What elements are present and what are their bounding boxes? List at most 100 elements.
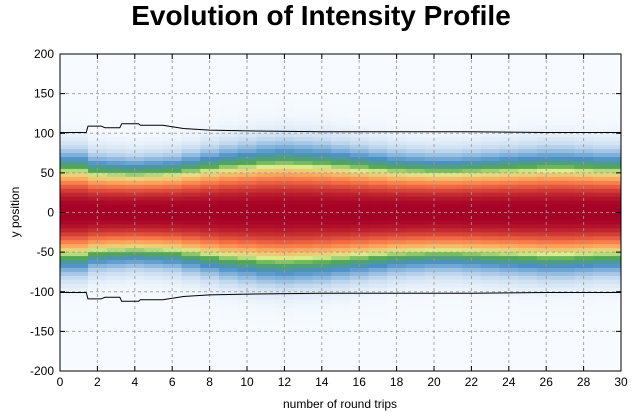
heatmap-cell [405,275,426,281]
heatmap-cell [69,287,89,293]
heatmap-cell [499,307,519,313]
heatmap-cell [405,367,426,372]
heatmap-cell [256,196,276,202]
heatmap-cell [144,89,164,95]
heatmap-cell [256,343,276,348]
heatmap-cell [368,105,388,110]
y-axis-label: y position [8,187,22,238]
heatmap-cell [125,129,145,134]
heatmap-cell [293,248,313,253]
upper-boundary-line [60,123,621,133]
heatmap-cell [218,157,239,162]
heatmap-cell [144,188,164,194]
heatmap-cell [424,176,444,182]
heatmap-cell [536,315,557,320]
heatmap-cell [88,109,108,114]
heatmap-cell [536,81,557,87]
heatmap-cell [387,85,407,91]
heatmap-cell [88,212,108,217]
heatmap-cell [162,121,183,126]
heatmap-cell [237,109,257,114]
heatmap-cell [312,157,332,162]
heatmap-cell [349,180,370,186]
heatmap-cell [480,335,500,340]
heatmap-cell [275,105,295,110]
heatmap-cell [181,77,201,83]
heatmap-cell [293,69,313,75]
heatmap-cell [443,172,463,178]
heatmap-cell [499,117,519,122]
heatmap-cell [443,224,463,229]
heatmap-cell [312,339,332,344]
heatmap-cell [181,303,201,309]
heatmap-cell [331,323,351,328]
heatmap-cell [462,61,482,67]
heatmap-cell [555,264,575,269]
heatmap-cell [60,133,70,138]
heatmap-cell [144,81,164,87]
heatmap-cell [368,291,388,297]
heatmap-cell [60,228,70,233]
heatmap-cell [331,331,351,336]
heatmap-cell [275,200,295,206]
heatmap-cell [293,367,313,372]
heatmap-cell [518,244,538,249]
heatmap-cell [349,355,370,360]
heatmap-cell [200,117,220,122]
heatmap-cell [592,212,613,217]
heatmap-cell [518,117,538,122]
heatmap-cell [536,327,557,332]
heatmap-cell [592,196,613,202]
heatmap-cell [88,180,108,186]
heatmap-cell [162,153,183,158]
heatmap-cell [405,359,426,364]
heatmap-cell [331,73,351,79]
heatmap-cell [368,54,388,59]
heatmap-cell [518,180,538,186]
heatmap-cell [592,307,613,313]
heatmap-cell [555,65,575,71]
heatmap-cell [518,81,538,87]
heatmap-cell [536,180,557,186]
heatmap-cell [125,97,145,103]
x-tick-label: 16 [353,375,367,389]
heatmap-cell [237,355,257,360]
heatmap-cell [405,196,426,202]
heatmap-cell [293,172,313,178]
heatmap-cell [200,295,220,301]
heatmap-cell [331,279,351,285]
heatmap-cell [405,85,426,91]
heatmap-cell [144,85,164,91]
heatmap-cell [275,271,295,277]
heatmap-cell [181,228,201,233]
heatmap-cell [574,153,594,158]
heatmap-cell [405,347,426,352]
heatmap-cell [293,275,313,281]
heatmap-cell [237,331,257,336]
heatmap-cell [405,323,426,328]
heatmap-cell [462,85,482,91]
heatmap-cell [480,339,500,344]
heatmap-cell [162,168,183,174]
heatmap-cell [200,331,220,336]
heatmap-cell [218,141,239,146]
heatmap-cell [443,97,463,103]
heatmap-cell [88,188,108,194]
heatmap-cell [555,81,575,87]
heatmap-cell [518,93,538,99]
heatmap-cell [462,188,482,194]
heatmap-cell [256,307,276,313]
heatmap-cell [480,97,500,103]
heatmap-cell [368,240,388,245]
x-tick-label: 2 [94,375,101,389]
heatmap-cell [499,295,519,301]
heatmap-cell [368,367,388,372]
heatmap-cell [256,153,276,158]
heatmap-cell [592,89,613,95]
heatmap-cell [218,208,239,213]
heatmap-cell [200,343,220,348]
heatmap-cell [218,363,239,368]
heatmap-cell [237,307,257,313]
heatmap-cell [368,117,388,122]
heatmap-cell [331,291,351,297]
